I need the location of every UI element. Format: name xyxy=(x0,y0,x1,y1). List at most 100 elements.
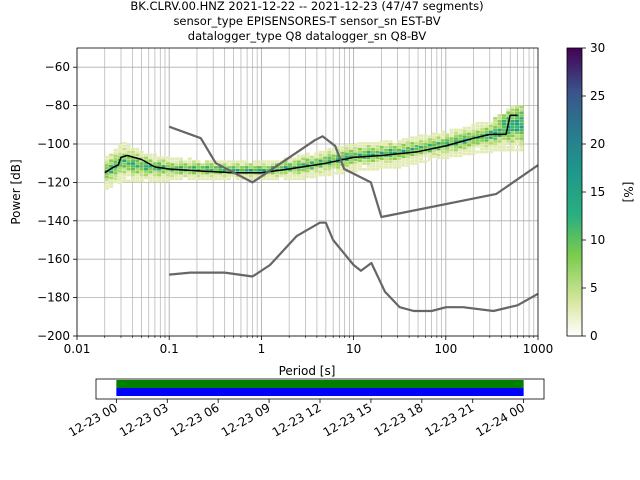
density-cell xyxy=(370,144,376,148)
density-cell xyxy=(135,147,140,151)
density-cell xyxy=(475,144,480,148)
density-cell xyxy=(353,146,358,150)
density-cell xyxy=(349,146,354,150)
density-cell xyxy=(344,149,349,153)
y-tick-label: −80 xyxy=(45,99,70,113)
y-tick-label: −200 xyxy=(37,329,70,343)
density-cell xyxy=(117,169,122,173)
density-cell xyxy=(126,162,131,165)
density-cell xyxy=(301,177,306,181)
colorbar-tick-label: 10 xyxy=(590,233,605,247)
density-cell xyxy=(375,156,380,160)
density-cell xyxy=(200,171,205,175)
density-cell xyxy=(501,143,506,146)
x-tick-label: 0.01 xyxy=(64,342,91,356)
density-cell xyxy=(209,177,214,181)
density-cell xyxy=(235,177,240,181)
density-cell xyxy=(493,140,498,143)
density-cell xyxy=(427,141,432,144)
density-cell xyxy=(288,157,293,161)
density-cell xyxy=(165,173,170,177)
density-cell xyxy=(178,166,184,169)
density-cell xyxy=(213,177,218,181)
density-cell xyxy=(362,153,367,157)
density-cell xyxy=(253,163,258,166)
density-cell xyxy=(501,145,506,149)
density-cell xyxy=(405,155,410,159)
density-cell xyxy=(488,142,493,145)
density-cell xyxy=(519,143,524,146)
density-cell xyxy=(449,148,454,152)
density-cell xyxy=(261,166,266,169)
density-cell xyxy=(480,136,485,139)
density-cell xyxy=(501,148,506,152)
density-cell xyxy=(458,137,463,140)
density-cell xyxy=(427,146,432,150)
density-cell xyxy=(122,170,127,174)
density-cell xyxy=(209,171,214,175)
density-cell xyxy=(379,148,384,152)
density-cell xyxy=(514,131,520,135)
density-cell xyxy=(187,177,192,181)
density-cell xyxy=(205,163,210,166)
density-cell xyxy=(148,173,153,177)
density-cell xyxy=(510,125,515,129)
density-cell xyxy=(331,171,336,175)
density-cell xyxy=(288,160,293,163)
density-cell xyxy=(301,163,306,166)
density-cell xyxy=(432,152,437,156)
density-cell xyxy=(274,160,280,163)
density-cell xyxy=(497,145,502,149)
density-cell xyxy=(196,174,201,178)
density-cell xyxy=(117,152,122,156)
density-cell xyxy=(397,166,402,169)
density-cell xyxy=(418,145,424,149)
density-cell xyxy=(493,128,498,132)
density-cell xyxy=(397,145,402,149)
density-cell xyxy=(279,163,284,166)
density-cell xyxy=(309,175,314,179)
density-cell xyxy=(235,163,240,166)
density-cell xyxy=(148,159,153,162)
density-cell xyxy=(519,137,524,140)
density-cell xyxy=(458,145,463,149)
density-cell xyxy=(397,157,402,161)
density-cell xyxy=(514,111,520,114)
density-cell xyxy=(519,114,524,117)
density-cell xyxy=(493,143,498,146)
density-cell xyxy=(436,144,441,148)
density-cell xyxy=(261,168,266,172)
density-cell xyxy=(165,162,170,165)
density-cell xyxy=(235,166,240,169)
colorbar-tick-label: 25 xyxy=(590,89,605,103)
density-cell xyxy=(296,157,301,161)
density-cell xyxy=(519,117,524,120)
density-cell xyxy=(493,148,498,152)
density-cell xyxy=(327,165,332,168)
density-cell xyxy=(113,160,118,163)
density-cell xyxy=(244,174,249,178)
density-cell xyxy=(209,174,214,178)
density-cell xyxy=(432,138,437,141)
density-cell xyxy=(196,160,201,163)
density-cell xyxy=(506,134,511,137)
density-cell xyxy=(135,176,140,180)
density-cell xyxy=(174,160,179,163)
density-cell xyxy=(135,170,140,174)
density-cell xyxy=(117,167,122,170)
density-cell xyxy=(453,134,458,137)
density-cell xyxy=(484,130,489,134)
density-cell xyxy=(113,151,118,155)
colorbar-tick-label: 15 xyxy=(590,185,605,199)
density-cell xyxy=(161,165,166,168)
density-cell xyxy=(161,179,166,183)
density-cell xyxy=(257,160,262,163)
density-cell xyxy=(466,149,472,153)
density-cell xyxy=(519,122,524,126)
colorbar: 0 5 10 15 20 25 30 xyxy=(566,41,605,343)
density-cell xyxy=(292,157,297,161)
density-cell xyxy=(497,134,502,137)
density-cell xyxy=(440,139,445,142)
density-cell xyxy=(322,168,328,171)
